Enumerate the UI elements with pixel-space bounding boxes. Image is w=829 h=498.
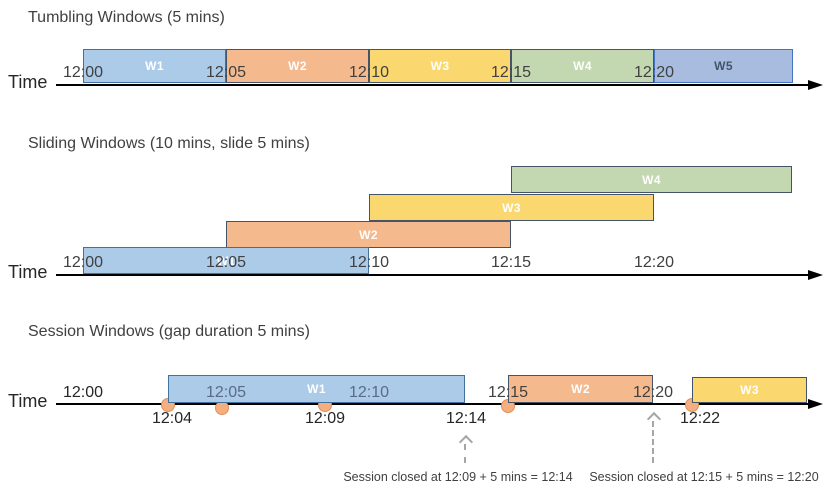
tumbling-time-axis-label: Time [8,72,48,92]
sliding-window-bar-w4: W4 [511,166,792,193]
window-label: W2 [359,227,378,242]
session-window-bar-w1: W1 [168,375,465,403]
sliding-time-axis-label: Time [8,262,48,282]
event-label-1204: 12:04 [151,410,193,427]
dashed-arrow-shaft [652,421,654,463]
window-label: W2 [571,382,590,396]
tumbling-section-title: Tumbling Windows (5 mins) [28,9,225,26]
sliding-tick-1205: 12:05 [205,254,247,271]
window-label: W1 [145,59,164,73]
event-label-1214: 12:14 [445,410,487,427]
session-tick-1210: 12:10 [348,384,390,401]
event-label-1209: 12:09 [304,410,346,427]
window-label: W4 [642,172,661,187]
tumbling-window-bar-w5: W5 [654,49,793,83]
tumbling-window-bar-w4: W4 [511,49,654,83]
window-label: W2 [288,59,307,73]
session-axis-arrowhead-icon [808,399,823,409]
window-label: W4 [573,59,592,73]
window-label: W1 [216,253,236,268]
tumbling-tick-1220: 12:20 [633,64,675,81]
sliding-axis-arrowhead-icon [808,270,823,280]
session-section-title: Session Windows (gap duration 5 mins) [28,323,310,340]
session-closed-annotation-1: Session closed at 12:09 + 5 mins = 12:14 [343,470,573,484]
up-arrowhead-icon [458,434,474,450]
tumbling-tick-1205: 12:05 [205,64,247,81]
tumbling-tick-1210: 12:10 [348,64,390,81]
event-dot-1205 [215,401,229,415]
session-tick-1215: 12:15 [487,384,529,401]
up-arrowhead-icon [646,411,662,427]
window-label: W3 [502,200,521,215]
session-window-bar-w3: W3 [692,377,807,403]
window-label: W3 [740,383,759,397]
window-label: W5 [714,59,733,73]
sliding-section-title: Sliding Windows (10 mins, slide 5 mins) [28,135,310,152]
dashed-arrow-shaft [464,444,466,463]
tumbling-time-axis [56,84,810,86]
window-label: W1 [307,382,326,396]
sliding-window-bar-w1: W1 [83,247,369,274]
session-closed-annotation-2: Session closed at 12:15 + 5 mins = 12:20 [589,470,819,484]
session-window-bar-w2: W2 [508,375,653,403]
sliding-window-bar-w2: W2 [226,221,511,248]
session-time-axis [56,403,810,405]
session-tick-1205: 12:05 [205,384,247,401]
session-tick-1220: 12:20 [632,384,674,401]
tumbling-window-bar-w3: W3 [369,49,511,83]
tumbling-tick-1215: 12:15 [490,64,532,81]
session-tick-1200: 12:00 [62,384,104,401]
sliding-time-axis [56,274,810,276]
tumbling-window-bar-w2: W2 [226,49,369,83]
sliding-tick-1200: 12:00 [62,254,104,271]
tumbling-window-bar-w1: W1 [83,49,226,83]
tumbling-axis-arrowhead-icon [808,80,823,90]
sliding-tick-1210: 12:10 [348,254,390,271]
sliding-tick-1215: 12:15 [490,254,532,271]
sliding-window-bar-w3: W3 [369,194,654,221]
event-label-1222: 12:22 [679,410,721,427]
window-label: W3 [430,59,450,73]
session-time-axis-label: Time [8,391,48,411]
tumbling-tick-1200: 12:00 [62,64,104,81]
sliding-tick-1220: 12:20 [633,254,675,271]
